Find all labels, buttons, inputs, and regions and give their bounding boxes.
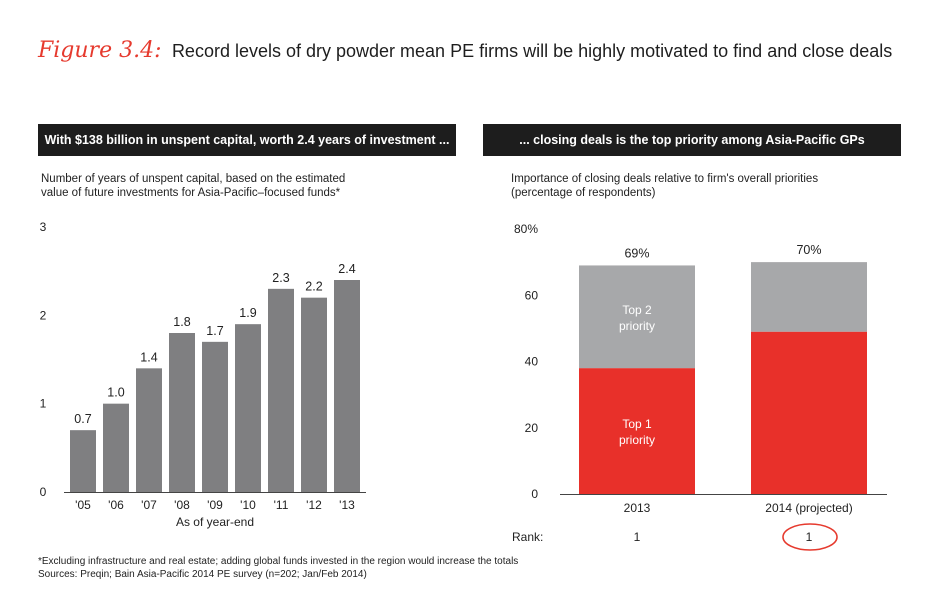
- bar: [169, 333, 195, 492]
- bar: [202, 341, 228, 492]
- x-tick-label: '13: [339, 498, 355, 512]
- y-tick-label: 60: [525, 288, 539, 302]
- y-tick-label: 40: [525, 355, 539, 369]
- left-subtitle: Number of years of unspent capital, base…: [41, 172, 345, 200]
- x-tick-label: '06: [108, 498, 124, 512]
- right-subtitle: Importance of closing deals relative to …: [511, 172, 818, 200]
- data-label: 1.4: [140, 350, 157, 364]
- data-label: 1.7: [206, 324, 223, 338]
- x-tick-label: '09: [207, 498, 223, 512]
- bar: [103, 403, 129, 492]
- figure-heading: Record levels of dry powder mean PE firm…: [171, 41, 893, 61]
- bar: [301, 297, 327, 492]
- rank-value: 1: [634, 530, 641, 544]
- y-tick-label: 0: [40, 485, 47, 499]
- y-tick-label: 20: [525, 421, 539, 435]
- figure-label: Figure 3.4:: [38, 38, 162, 63]
- bar: [235, 324, 261, 492]
- highlight-circle: [782, 523, 838, 551]
- segment-label: priority: [619, 433, 655, 447]
- top2-segment: [751, 262, 867, 332]
- top2-segment: [579, 265, 695, 369]
- x-tick-label: 2014 (projected): [765, 501, 852, 515]
- x-tick-label: '12: [306, 498, 322, 512]
- bar: [70, 430, 96, 492]
- footnote: *Excluding infrastructure and real estat…: [38, 556, 519, 567]
- left-subtitle-line2: value of future investments for Asia-Pac…: [41, 187, 341, 199]
- x-tick-label: '08: [174, 498, 190, 512]
- top1-segment: [751, 331, 867, 494]
- left-subtitle-line1: Number of years of unspent capital, base…: [41, 173, 346, 185]
- bar: [334, 280, 360, 492]
- x-tick-label: 2013: [624, 501, 651, 515]
- bar: [268, 288, 294, 492]
- data-label: 0.7: [74, 412, 91, 426]
- y-tick-label: 2: [40, 308, 47, 322]
- total-label: 69%: [624, 246, 649, 260]
- right-subtitle-line1: Importance of closing deals relative to …: [511, 173, 819, 185]
- y-tick-label: 1: [40, 397, 47, 411]
- x-tick-label: '07: [141, 498, 157, 512]
- top1-segment: [579, 368, 695, 494]
- left-banner: With $138 billion in unspent capital, wo…: [38, 124, 456, 156]
- y-tick-label: 0: [531, 487, 538, 501]
- data-label: 1.8: [173, 315, 190, 329]
- x-axis-title: As of year-end: [176, 515, 254, 529]
- y-tick-label: 3: [40, 220, 47, 234]
- rank-label: Rank:: [512, 530, 543, 544]
- x-tick-label: '11: [274, 498, 289, 512]
- data-label: 2.4: [338, 262, 355, 276]
- x-tick-label: '10: [240, 498, 256, 512]
- y-tick-label: 80%: [514, 222, 538, 236]
- rank-value: 1: [806, 530, 813, 544]
- segment-label: Top 1: [622, 417, 652, 431]
- sources-note: Sources: Preqin; Bain Asia-Pacific 2014 …: [38, 569, 367, 580]
- bar: [136, 368, 162, 492]
- total-label: 70%: [796, 243, 821, 257]
- data-label: 2.3: [272, 271, 289, 285]
- data-label: 2.2: [305, 280, 322, 294]
- figure-title: Figure 3.4: Record levels of dry powder …: [38, 38, 892, 63]
- right-banner: ... closing deals is the top priority am…: [483, 124, 901, 156]
- data-label: 1.9: [239, 306, 256, 320]
- x-tick-label: '05: [75, 498, 91, 512]
- data-label: 1.0: [107, 386, 124, 400]
- segment-label: priority: [619, 319, 655, 333]
- right-subtitle-line2: (percentage of respondents): [511, 187, 656, 199]
- segment-label: Top 2: [622, 303, 652, 317]
